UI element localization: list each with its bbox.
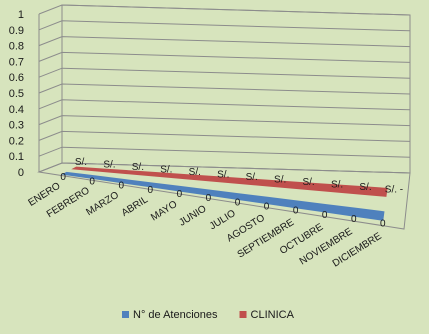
gridline xyxy=(38,99,411,111)
series-ribbon-0 xyxy=(61,171,385,221)
series-ribbon-1 xyxy=(71,166,388,197)
y-tick-label: 0 xyxy=(18,167,24,179)
data-label: 0 xyxy=(293,206,299,217)
data-label: 0 xyxy=(322,210,328,221)
data-label: S/. xyxy=(274,174,286,185)
data-label: S/. xyxy=(132,162,144,173)
data-label: 0 xyxy=(380,218,386,229)
y-axis: 0 0.1 0.2 0.3 0.4 0.5 0.6 0.7 0.8 0.9 1 xyxy=(9,9,24,179)
gridlines xyxy=(38,4,411,174)
y-tick-label: 1 xyxy=(18,9,24,21)
data-label: 0 xyxy=(206,193,212,204)
y-tick-label: 0.1 xyxy=(9,151,24,163)
gridline xyxy=(38,36,411,48)
gridline xyxy=(38,146,411,158)
data-label: 0 xyxy=(148,185,154,196)
legend-label-1: CLINICA xyxy=(251,309,295,321)
data-label: S/. xyxy=(160,164,172,175)
y-tick-label: 0.6 xyxy=(9,72,24,84)
data-label: S/. xyxy=(359,182,371,193)
data-label: 0 xyxy=(177,189,183,200)
legend-swatch-1 xyxy=(239,311,247,318)
data-label: S/. xyxy=(217,169,229,180)
data-labels: 0 0 0 0 0 0 0 0 0 0 0 0S/. S/. S/. S/. S/. S/. S/. S/. S/. S… xyxy=(60,157,403,229)
y-tick-label: 0.8 xyxy=(9,41,24,53)
gridline xyxy=(38,115,411,127)
data-label: 0 xyxy=(235,197,241,208)
y-tick-label: 0.5 xyxy=(9,88,24,100)
gridline xyxy=(38,83,411,95)
data-label: S/. xyxy=(189,167,201,178)
data-label: S/. xyxy=(75,157,87,168)
data-label: 0 xyxy=(60,172,66,183)
data-label: S/. - xyxy=(385,184,403,195)
data-label: 0 xyxy=(118,181,124,192)
data-label: 0 xyxy=(264,202,270,213)
gridline xyxy=(38,162,411,174)
y-tick-label: 0.7 xyxy=(9,56,24,68)
gridline xyxy=(38,4,411,16)
data-label: S/. xyxy=(302,177,314,188)
gridline xyxy=(38,67,411,79)
y-tick-label: 0.2 xyxy=(9,135,24,147)
y-tick-label: 0.4 xyxy=(9,104,24,116)
gridline xyxy=(38,20,411,32)
data-label: 0 xyxy=(89,176,95,187)
data-label: S/. xyxy=(246,172,258,183)
data-label: S/. xyxy=(103,159,115,170)
legend-label-0: N° de Atenciones xyxy=(133,309,218,321)
data-label: 0 xyxy=(351,214,357,225)
series-ribbons xyxy=(61,166,388,221)
y-tick-label: 0.9 xyxy=(9,25,24,37)
gridline xyxy=(38,51,411,63)
legend-swatch-0 xyxy=(122,311,129,318)
data-label: S/. xyxy=(331,179,343,190)
y-tick-label: 0.3 xyxy=(9,120,24,132)
legend: N° de Atenciones CLINICA xyxy=(122,309,295,321)
gridline xyxy=(38,130,411,142)
